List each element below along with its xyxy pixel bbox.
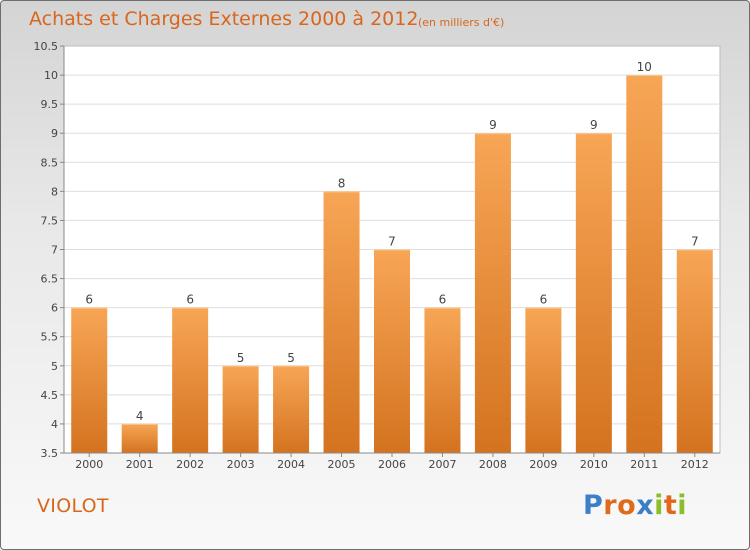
data-label: 6 xyxy=(186,293,194,307)
y-tick-label: 8.5 xyxy=(41,156,59,169)
x-tick-label: 2012 xyxy=(681,458,709,471)
bar xyxy=(273,365,310,453)
x-tick-label: 2001 xyxy=(126,458,154,471)
data-label: 7 xyxy=(691,235,699,249)
y-tick-label: 5.5 xyxy=(41,331,59,344)
x-tick-label: 2000 xyxy=(75,458,103,471)
proxiti-logo: Proxiti xyxy=(583,490,687,521)
bar xyxy=(474,133,511,453)
data-label: 9 xyxy=(590,118,598,132)
logo-letter: P xyxy=(583,490,604,521)
logo-letter: t xyxy=(663,490,678,521)
x-tick-label: 2009 xyxy=(529,458,557,471)
y-tick-label: 9 xyxy=(51,127,58,140)
bar xyxy=(222,365,259,453)
x-tick-label: 2003 xyxy=(227,458,255,471)
y-tick-label: 7.5 xyxy=(41,214,59,227)
bar xyxy=(424,307,461,453)
y-tick-label: 4.5 xyxy=(41,389,59,402)
data-label: 8 xyxy=(338,176,346,190)
y-tick-label: 6.5 xyxy=(41,273,59,286)
y-tick-label: 10.5 xyxy=(34,40,59,53)
logo-letter: r xyxy=(603,490,618,521)
bar xyxy=(575,133,612,453)
bar xyxy=(525,307,562,453)
x-tick-label: 2010 xyxy=(580,458,608,471)
y-tick-label: 9.5 xyxy=(41,98,59,111)
data-label: 6 xyxy=(540,293,548,307)
x-tick-label: 2006 xyxy=(378,458,406,471)
logo-letter: x xyxy=(636,490,655,521)
y-tick-label: 10 xyxy=(44,69,58,82)
y-tick-label: 6 xyxy=(51,302,58,315)
data-label: 6 xyxy=(85,293,93,307)
y-tick-label: 4 xyxy=(51,418,58,431)
x-tick-label: 2007 xyxy=(428,458,456,471)
y-tick-label: 5 xyxy=(51,360,58,373)
data-label: 6 xyxy=(439,293,447,307)
x-tick-label: 2005 xyxy=(328,458,356,471)
logo-letter: o xyxy=(617,490,637,521)
bar xyxy=(676,249,713,453)
chart-title: Achats et Charges Externes 2000 à 2012 xyxy=(29,8,419,30)
chart-subtitle: (en milliers d'€) xyxy=(418,16,505,29)
data-label: 5 xyxy=(237,351,245,365)
bar xyxy=(71,307,108,453)
y-tick-label: 7 xyxy=(51,244,58,257)
data-label: 5 xyxy=(287,351,295,365)
x-tick-label: 2004 xyxy=(277,458,305,471)
bar xyxy=(374,249,410,453)
y-tick-label: 8 xyxy=(51,185,58,198)
commune-name: VIOLOT xyxy=(37,495,109,517)
bar xyxy=(626,75,663,454)
logo-letter: i xyxy=(677,490,688,521)
data-label: 7 xyxy=(388,235,396,249)
x-tick-label: 2011 xyxy=(630,458,658,471)
bar xyxy=(323,191,360,453)
bar xyxy=(172,307,209,453)
data-label: 10 xyxy=(637,60,652,74)
logo-letter: i xyxy=(654,490,664,521)
bar xyxy=(121,423,158,453)
y-tick-label: 3.5 xyxy=(41,447,59,460)
x-tick-label: 2002 xyxy=(176,458,204,471)
x-tick-label: 2008 xyxy=(479,458,507,471)
data-label: 4 xyxy=(136,409,144,423)
data-label: 9 xyxy=(489,118,497,132)
